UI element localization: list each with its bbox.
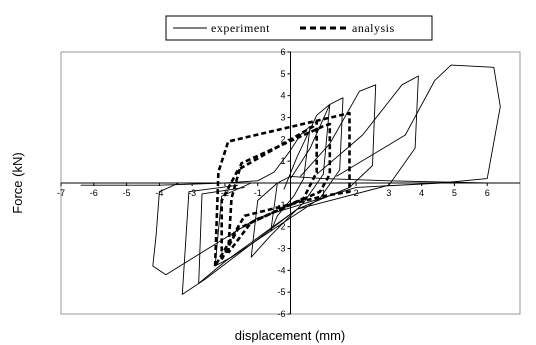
x-tick-label: -6 <box>90 188 98 198</box>
y-tick-label: 5 <box>280 69 285 79</box>
series-experiment <box>80 64 501 295</box>
y-tick-label: 4 <box>280 91 285 101</box>
x-tick-label: -5 <box>123 188 131 198</box>
x-tick-label: 2 <box>354 188 359 198</box>
y-tick-label: -1 <box>277 200 285 210</box>
legend-label-experiment: experiment <box>211 21 270 35</box>
x-tick-label: -7 <box>57 188 65 198</box>
y-tick-label: -5 <box>277 287 285 297</box>
legend-label-analysis: analysis <box>352 21 395 35</box>
y-tick-label: 1 <box>280 156 285 166</box>
x-tick-label: 4 <box>419 188 424 198</box>
y-axis-title: Force (kN) <box>10 152 25 213</box>
series-line-experiment <box>181 75 419 295</box>
y-tick-label: 6 <box>280 47 285 57</box>
x-tick-label: -2 <box>221 188 229 198</box>
series-line-analysis <box>226 122 332 254</box>
tick-labels: -7 -6 -5 -4 -3 -2 -1 1 2 3 4 5 6 -6 -5 -4 -3 -2 -1 1 2 3 4 5 6 <box>57 47 490 319</box>
x-tick-label: 6 <box>485 188 490 198</box>
y-tick-label: 3 <box>280 113 285 123</box>
y-tick-label: 2 <box>280 134 285 144</box>
series-line-experiment <box>152 64 501 276</box>
x-axis-title: displacement (mm) <box>235 328 346 343</box>
x-tick-label: 1 <box>321 188 326 198</box>
series-line-experiment <box>80 125 488 232</box>
x-tick-label: 3 <box>386 188 391 198</box>
series-line-experiment <box>250 103 331 258</box>
y-tick-label: -6 <box>277 309 285 319</box>
x-tick-label: -4 <box>155 188 163 198</box>
legend: experiment analysis <box>165 15 433 41</box>
series-line-analysis <box>213 111 351 267</box>
y-tick-label: -4 <box>277 265 285 275</box>
x-tick-label: 5 <box>452 188 457 198</box>
x-tick-label: -3 <box>188 188 196 198</box>
legend-box <box>165 15 433 41</box>
series-layer <box>80 64 501 295</box>
y-tick-label: -3 <box>277 244 285 254</box>
x-tick-label: -1 <box>254 188 262 198</box>
y-tick-label: -2 <box>277 222 285 232</box>
series-analysis <box>213 111 351 267</box>
